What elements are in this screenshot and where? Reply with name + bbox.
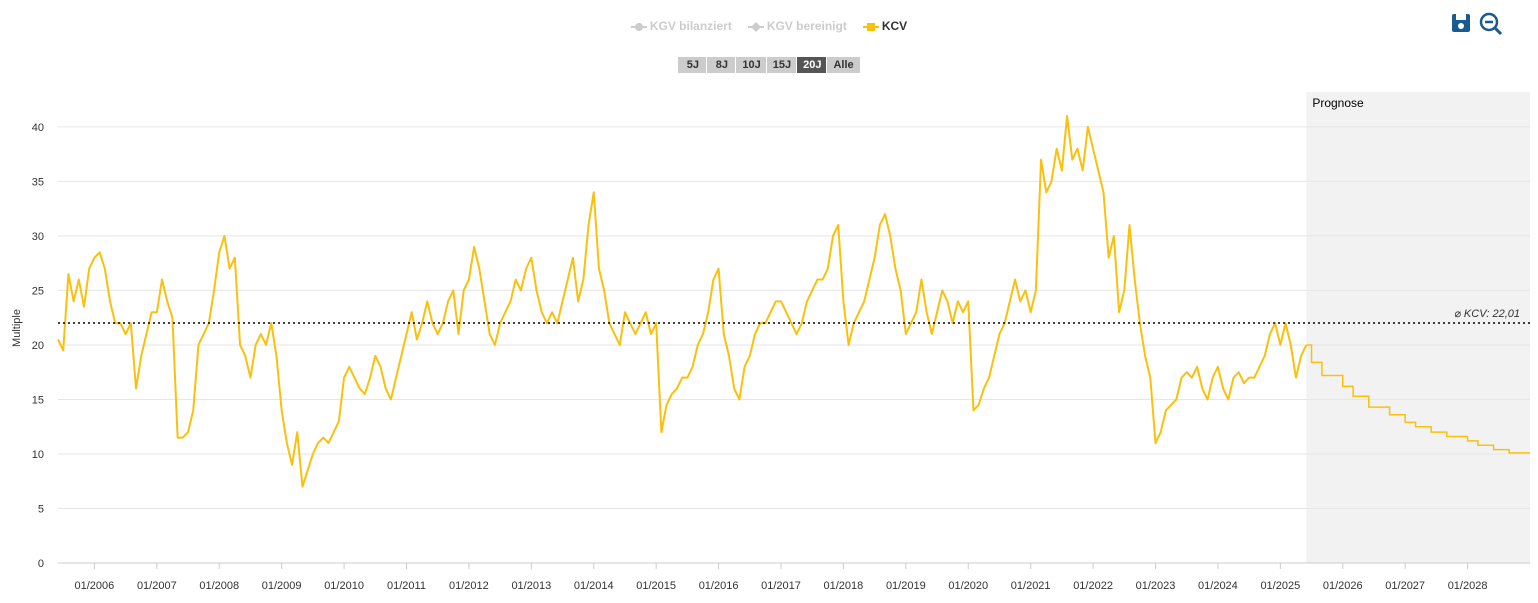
legend-label: KCV	[881, 19, 908, 33]
legend-label: KGV bereinigt	[766, 19, 847, 33]
legend-marker	[747, 21, 764, 32]
x-tick-label: 01/2023	[1136, 580, 1176, 592]
x-tick-label: 01/2007	[137, 580, 177, 592]
x-tick-label: 01/2008	[199, 580, 239, 592]
x-tick-label: 01/2010	[324, 580, 364, 592]
y-tick-label: 20	[32, 340, 44, 352]
x-tick-label: 01/2021	[1011, 580, 1051, 592]
forecast-band	[1306, 92, 1530, 563]
x-tick-label: 01/2014	[574, 580, 614, 592]
x-tick-label: 01/2011	[387, 580, 426, 592]
x-tick-label: 01/2025	[1260, 580, 1300, 592]
toolbar	[1452, 12, 1503, 36]
y-tick-label: 15	[32, 394, 44, 406]
x-tick-label: 01/2015	[636, 580, 676, 592]
legend-marker	[630, 22, 647, 31]
y-axis-label: Multiple	[11, 309, 23, 347]
forecast-label: Prognose	[1312, 96, 1364, 110]
range-button[interactable]: 5J	[677, 56, 709, 74]
range-button[interactable]: 20J	[796, 56, 829, 74]
y-tick-label: 40	[32, 122, 44, 134]
x-tick-label: 01/2017	[761, 580, 801, 592]
x-tick-label: 01/2013	[511, 580, 551, 592]
forecast-line	[1306, 344, 1530, 454]
average-label: ⌀ KCV: 22,01	[1454, 308, 1520, 320]
range-button[interactable]: 8J	[706, 56, 738, 74]
x-tick-label: 01/2016	[699, 580, 739, 592]
x-tick-label: 01/2019	[886, 580, 926, 592]
y-tick-label: 10	[32, 449, 44, 461]
x-tick-label: 01/2020	[948, 580, 988, 592]
legend-label: KGV bilanziert	[649, 19, 732, 33]
x-tick-label: 01/2028	[1448, 580, 1488, 592]
y-tick-label: 30	[32, 231, 44, 243]
y-tick-label: 5	[38, 503, 44, 515]
legend-item[interactable]: KGV bereinigt	[747, 19, 847, 33]
save-icon[interactable]	[1452, 14, 1470, 32]
range-button[interactable]: Alle	[826, 56, 861, 74]
y-tick-label: 0	[38, 558, 44, 570]
range-button[interactable]: 15J	[765, 56, 799, 74]
legend: KGV bilanziert KGV bereinigt KCV	[0, 19, 1538, 33]
x-tick-label: 01/2027	[1385, 580, 1425, 592]
y-tick-label: 25	[32, 285, 44, 297]
x-tick-label: 01/2012	[449, 580, 489, 592]
zoom-out-icon[interactable]	[1479, 12, 1503, 36]
x-tick-label: 01/2009	[262, 580, 302, 592]
range-button[interactable]: 10J	[735, 56, 768, 74]
legend-item[interactable]: KCV	[862, 19, 908, 33]
range-selector: 5J 8J 10J 15J 20J Alle	[0, 56, 1538, 74]
x-tick-label: 01/2024	[1198, 580, 1238, 592]
kcv-line	[57, 114, 1308, 488]
x-tick-label: 01/2022	[1073, 580, 1113, 592]
x-tick-label: 01/2006	[75, 580, 115, 592]
legend-item[interactable]: KGV bilanziert	[630, 19, 732, 33]
legend-marker	[862, 22, 879, 31]
y-tick-label: 35	[32, 176, 44, 188]
x-tick-label: 01/2018	[824, 580, 864, 592]
x-tick-label: 01/2026	[1323, 580, 1363, 592]
